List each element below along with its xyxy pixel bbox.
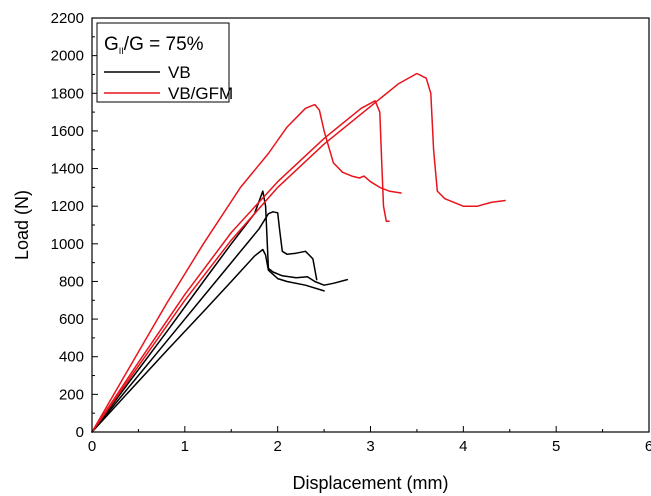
y-tick-label: 1600: [51, 123, 84, 140]
legend-title-rest: /G = 75%: [124, 34, 204, 55]
legend-label-vb: VB: [168, 63, 191, 82]
x-tick-label: 5: [552, 438, 560, 455]
x-tick-label: 2: [273, 438, 281, 455]
x-tick-label: 6: [645, 438, 651, 455]
legend-title-subscript: II: [119, 46, 124, 56]
series-line-vb-2: [91, 211, 318, 433]
y-tick-label: 1800: [51, 85, 84, 102]
y-tick-label: 400: [59, 349, 84, 366]
legend-title: GII/G = 75%: [104, 34, 204, 56]
y-tick-label: 200: [59, 386, 84, 403]
y-tick-label: 1400: [51, 161, 84, 178]
y-tick-label: 800: [59, 273, 84, 290]
y-tick-label: 1200: [51, 198, 84, 215]
series-line-vb-gfm-5: [91, 72, 506, 433]
series-layer: [91, 72, 506, 433]
x-tick-label: 0: [88, 438, 96, 455]
x-tick-label: 4: [459, 438, 467, 455]
series-line-vb-gfm-3: [91, 103, 402, 433]
legend-label-vb-gfm: VB/GFM: [168, 84, 233, 103]
x-axis-title: Displacement (mm): [292, 473, 448, 493]
legend-title-main: G: [104, 34, 119, 55]
y-tick-label: 2200: [51, 10, 84, 27]
y-axis-title: Load (N): [12, 190, 32, 260]
y-tick-label: 600: [59, 311, 84, 328]
series-line-vb-gfm-4: [91, 100, 390, 433]
legend: GII/G = 75% VB VB/GFM: [96, 22, 233, 103]
x-tick-label: 1: [181, 438, 189, 455]
y-tick-label: 1000: [51, 236, 84, 253]
y-tick-label: 2000: [51, 48, 84, 65]
y-axis: 0 200 400 600 800 1000 1200 1400 1600 1800 2000 220…: [51, 10, 98, 441]
series-line-vb-0: [91, 248, 325, 433]
x-axis: 0 1 2 3 4 5 6: [88, 426, 651, 455]
x-tick-label: 3: [366, 438, 374, 455]
y-tick-label: 0: [76, 424, 84, 441]
legend-box: [96, 22, 230, 103]
series-line-vb-1: [91, 190, 349, 433]
